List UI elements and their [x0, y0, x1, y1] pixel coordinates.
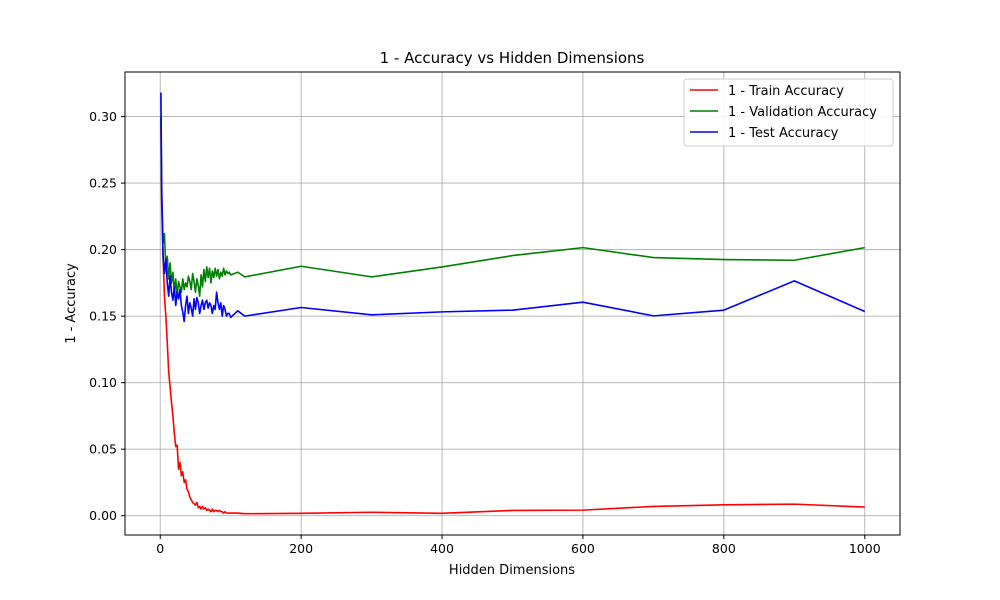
series-lines	[160, 92, 866, 515]
x-tick-label: 600	[571, 541, 595, 556]
x-tick-label: 1000	[849, 541, 881, 556]
x-tick-label: 200	[289, 541, 313, 556]
y-tick-label: 0.10	[89, 375, 117, 390]
y-tick-label: 0.30	[89, 109, 117, 124]
x-tick-label: 800	[712, 541, 736, 556]
x-axis-label: Hidden Dimensions	[449, 563, 575, 578]
chart-title: 1 - Accuracy vs Hidden Dimensions	[380, 49, 645, 67]
x-tick-label: 0	[156, 541, 164, 556]
plot-area-frame	[124, 71, 901, 536]
y-tick-label: 0.20	[89, 242, 117, 257]
y-axis-label: 1 - Accuracy	[64, 263, 79, 344]
series-line-train	[160, 116, 865, 515]
legend-label-test: 1 - Test Accuracy	[728, 126, 839, 141]
legend: 1 - Train Accuracy 1 - Validation Accura…	[683, 78, 894, 147]
y-tick-label: 0.00	[89, 508, 117, 523]
series-line-test	[160, 92, 866, 323]
y-tick-label: 0.05	[89, 442, 117, 457]
y-tick-label: 0.15	[89, 309, 117, 324]
y-tick-label: 0.25	[89, 176, 117, 191]
legend-box	[683, 78, 894, 147]
legend-label-validation: 1 - Validation Accuracy	[728, 105, 877, 120]
x-tick-label: 400	[430, 541, 454, 556]
legend-label-train: 1 - Train Accuracy	[728, 84, 844, 99]
axis-ticks: 0 200 400 600 800 1000 0.00 0.05 0.10 0.15 0.20 0.2…	[89, 109, 881, 556]
